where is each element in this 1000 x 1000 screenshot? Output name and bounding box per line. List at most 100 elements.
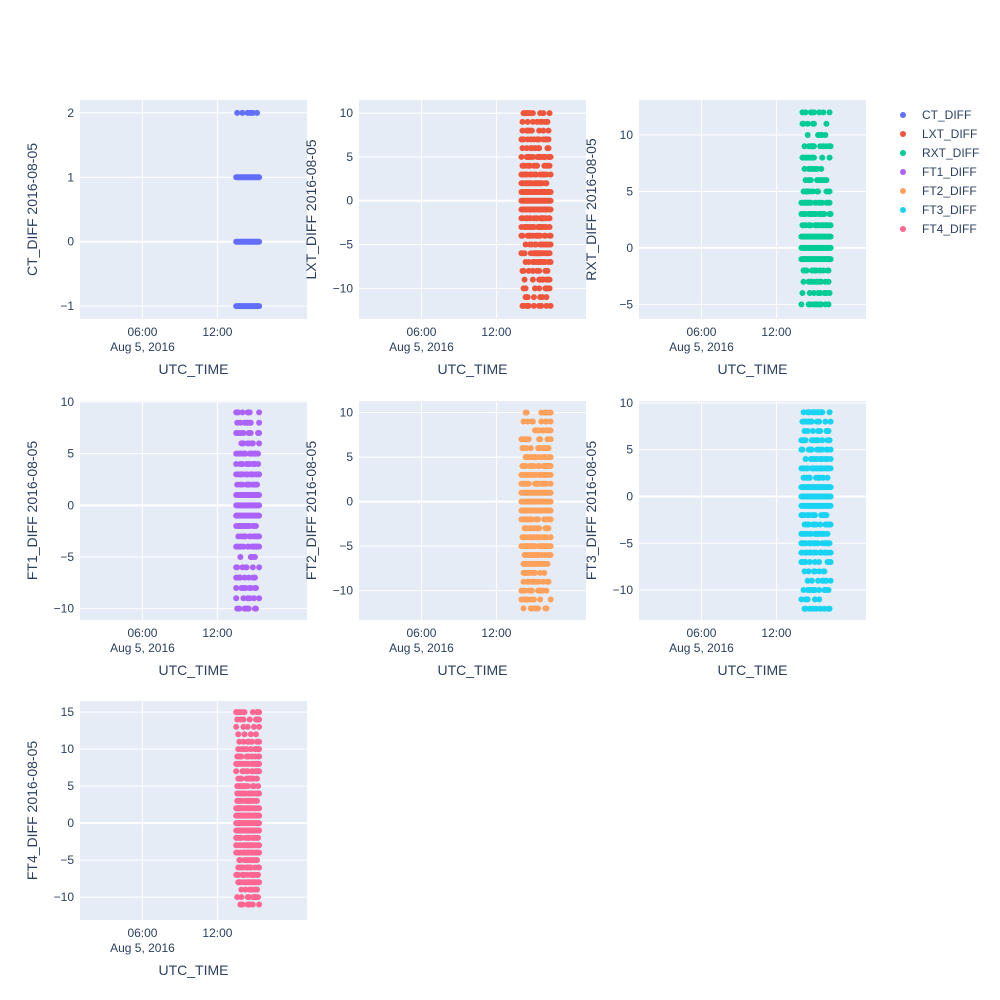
x-tick-label: 06:00 bbox=[127, 926, 157, 940]
x-tick-date-label: Aug 5, 2016 bbox=[110, 340, 175, 354]
data-point bbox=[536, 267, 543, 274]
legend-item[interactable]: FT4_DIFF bbox=[900, 222, 977, 236]
data-point bbox=[807, 222, 814, 229]
data-point bbox=[543, 171, 550, 178]
data-point bbox=[545, 445, 552, 452]
data-point bbox=[810, 109, 817, 116]
data-point bbox=[816, 568, 823, 575]
plot-area bbox=[80, 100, 307, 319]
data-point bbox=[256, 738, 263, 745]
data-point bbox=[822, 418, 829, 425]
data-point bbox=[537, 232, 544, 239]
data-point bbox=[547, 498, 554, 505]
data-point bbox=[531, 543, 538, 550]
data-point bbox=[256, 842, 263, 849]
data-point bbox=[798, 301, 805, 308]
data-point bbox=[546, 224, 553, 231]
legend-item[interactable]: FT2_DIFF bbox=[900, 184, 977, 198]
legend-item[interactable]: LXT_DIFF bbox=[900, 127, 977, 141]
data-point bbox=[250, 783, 257, 790]
legend-marker bbox=[900, 150, 906, 156]
data-point bbox=[811, 558, 818, 565]
data-point bbox=[256, 723, 263, 730]
data-point bbox=[521, 250, 528, 257]
data-point bbox=[519, 232, 526, 239]
data-point bbox=[530, 294, 537, 301]
data-point bbox=[804, 596, 811, 603]
data-point bbox=[543, 294, 550, 301]
data-point bbox=[529, 153, 536, 160]
legend-item[interactable]: CT_DIFF bbox=[900, 108, 971, 122]
data-point bbox=[825, 427, 832, 434]
y-axis-title: LXT_DIFF 2016-08-05 bbox=[303, 139, 319, 279]
data-point bbox=[826, 290, 833, 297]
data-point bbox=[538, 302, 545, 309]
data-point bbox=[827, 549, 834, 556]
legend-item[interactable]: FT3_DIFF bbox=[900, 203, 977, 217]
x-axis-title: UTC_TIME bbox=[718, 361, 788, 377]
data-point bbox=[811, 512, 818, 519]
data-point bbox=[255, 450, 262, 457]
data-point bbox=[806, 290, 813, 297]
data-point bbox=[525, 302, 532, 309]
data-point bbox=[827, 256, 834, 263]
data-point bbox=[801, 568, 808, 575]
data-point bbox=[524, 118, 531, 125]
legend-label: CT_DIFF bbox=[922, 108, 971, 122]
data-point bbox=[256, 901, 263, 908]
data-point bbox=[825, 587, 832, 594]
x-axis-title: UTC_TIME bbox=[159, 361, 229, 377]
legend-marker bbox=[900, 131, 906, 137]
data-point bbox=[256, 533, 263, 540]
data-point bbox=[825, 278, 832, 285]
data-point bbox=[240, 716, 247, 723]
x-tick-label: 12:00 bbox=[761, 626, 791, 640]
data-point bbox=[540, 127, 547, 134]
y-tick-label: 0 bbox=[67, 498, 74, 512]
y-tick-label: 0 bbox=[67, 816, 74, 830]
data-point bbox=[247, 430, 254, 437]
data-point bbox=[547, 489, 554, 496]
data-point bbox=[531, 569, 538, 576]
data-point bbox=[536, 285, 543, 292]
scatter-points bbox=[233, 109, 263, 310]
data-point bbox=[827, 521, 834, 528]
data-point bbox=[245, 605, 252, 612]
data-point bbox=[826, 188, 833, 195]
data-point bbox=[233, 723, 240, 730]
data-point bbox=[533, 241, 540, 248]
data-point bbox=[238, 894, 245, 901]
data-point bbox=[238, 775, 245, 782]
data-point bbox=[256, 564, 263, 571]
y-tick-label: 0 bbox=[346, 194, 353, 208]
y-tick-label: 0 bbox=[626, 489, 633, 503]
data-point bbox=[525, 480, 532, 487]
data-point bbox=[810, 290, 817, 297]
y-tick-label: 1 bbox=[67, 170, 74, 184]
data-point bbox=[543, 480, 550, 487]
data-point bbox=[238, 886, 245, 893]
data-point bbox=[819, 154, 826, 161]
data-point bbox=[523, 445, 530, 452]
data-point bbox=[822, 131, 829, 138]
scatter-points bbox=[518, 409, 554, 612]
data-point bbox=[519, 145, 526, 152]
data-point bbox=[254, 481, 261, 488]
data-point bbox=[530, 596, 537, 603]
data-point bbox=[520, 267, 527, 274]
data-point bbox=[249, 901, 256, 908]
data-point bbox=[256, 492, 263, 499]
legend-item[interactable]: FT1_DIFF bbox=[900, 165, 977, 179]
data-point bbox=[256, 716, 263, 723]
y-tick-label: −5 bbox=[339, 238, 353, 252]
data-point bbox=[524, 294, 531, 301]
x-tick-date-label: Aug 5, 2016 bbox=[110, 941, 175, 955]
data-point bbox=[816, 418, 823, 425]
legend-item[interactable]: RXT_DIFF bbox=[900, 146, 979, 160]
data-point bbox=[241, 731, 248, 738]
data-point bbox=[543, 534, 550, 541]
y-axis-title: FT2_DIFF 2016-08-05 bbox=[303, 441, 319, 580]
